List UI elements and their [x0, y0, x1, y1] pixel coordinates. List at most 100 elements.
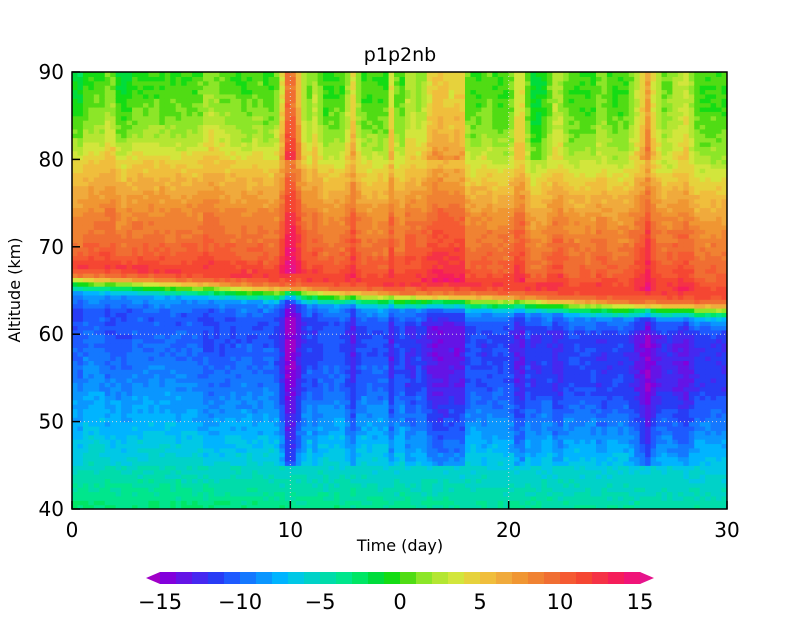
heatmap-cell	[164, 351, 171, 357]
heatmap-cell	[246, 351, 253, 357]
heatmap-cell	[115, 163, 122, 169]
heatmap-cell	[132, 391, 139, 396]
heatmap-cell	[284, 487, 291, 493]
heatmap-cell	[334, 329, 341, 335]
heatmap-cell	[164, 500, 171, 506]
heatmap-cell	[235, 155, 242, 160]
heatmap-cell	[208, 207, 215, 213]
heatmap-cell	[213, 347, 220, 353]
heatmap-cell	[241, 89, 248, 95]
heatmap-cell	[88, 334, 95, 340]
heatmap-cell	[252, 216, 259, 222]
heatmap-cell	[339, 281, 346, 287]
heatmap-cell	[93, 399, 100, 405]
heatmap-cell	[284, 500, 291, 506]
heatmap-cell	[290, 351, 297, 357]
heatmap-cell	[153, 273, 160, 278]
heatmap-cell	[137, 404, 144, 410]
heatmap-cell	[323, 255, 330, 261]
heatmap-cell	[126, 408, 133, 414]
heatmap-cell	[164, 334, 171, 340]
heatmap-cell	[323, 460, 330, 466]
heatmap-cell	[301, 120, 308, 126]
heatmap-cell	[257, 356, 264, 362]
heatmap-cell	[110, 264, 117, 270]
heatmap-cell	[279, 382, 286, 388]
heatmap-cell	[142, 404, 150, 410]
heatmap-cell	[301, 369, 308, 375]
heatmap-cell	[306, 307, 313, 313]
heatmap-cell	[213, 395, 220, 401]
heatmap-cell	[203, 273, 210, 278]
heatmap-cell	[153, 220, 160, 226]
heatmap-cell	[246, 338, 253, 344]
heatmap-cell	[323, 259, 330, 265]
heatmap-cell	[82, 443, 89, 449]
heatmap-cell	[137, 277, 144, 283]
heatmap-cell	[328, 487, 335, 493]
heatmap-cell	[246, 168, 253, 174]
heatmap-cell	[99, 133, 106, 139]
heatmap-cell	[192, 137, 199, 143]
heatmap-cell	[328, 408, 335, 414]
heatmap-cell	[115, 146, 122, 152]
heatmap-cell	[339, 325, 346, 331]
heatmap-cell	[339, 491, 346, 497]
heatmap-cell	[82, 268, 89, 274]
heatmap-cell	[175, 417, 182, 423]
heatmap-cell	[295, 303, 302, 309]
heatmap-cell	[77, 216, 84, 222]
heatmap-cell	[323, 185, 330, 191]
heatmap-cell	[159, 146, 166, 152]
heatmap-cell	[175, 137, 182, 143]
heatmap-cell	[197, 334, 204, 340]
heatmap-cell	[153, 155, 160, 160]
heatmap-cell	[257, 150, 264, 156]
heatmap-cell	[208, 439, 215, 445]
heatmap-cell	[273, 286, 281, 292]
heatmap-cell	[93, 334, 100, 340]
heatmap-cell	[110, 224, 117, 230]
heatmap-cell	[295, 216, 302, 222]
heatmap-cell	[279, 491, 286, 497]
heatmap-cell	[82, 255, 89, 261]
heatmap-cell	[110, 395, 117, 401]
heatmap-cell	[235, 469, 242, 475]
heatmap-cell	[148, 434, 155, 440]
heatmap-cell	[295, 425, 302, 431]
heatmap-cell	[268, 233, 275, 239]
heatmap-cell	[295, 460, 302, 466]
heatmap-cell	[153, 255, 160, 261]
heatmap-cell	[224, 364, 231, 370]
heatmap-cell	[121, 465, 128, 471]
heatmap-cell	[241, 347, 248, 353]
heatmap-cell	[203, 334, 210, 340]
heatmap-cell	[110, 377, 117, 383]
heatmap-cell	[252, 421, 259, 427]
heatmap-cell	[235, 185, 242, 191]
heatmap-cell	[181, 469, 188, 475]
heatmap-cell	[88, 106, 95, 112]
heatmap-cell	[192, 259, 199, 265]
heatmap-cell	[137, 290, 144, 296]
heatmap-cell	[213, 150, 220, 156]
heatmap-cell	[284, 321, 291, 327]
heatmap-cell	[312, 434, 319, 440]
heatmap-cell	[252, 128, 259, 134]
heatmap-cell	[273, 264, 281, 270]
heatmap-cell	[175, 404, 182, 410]
heatmap-cell	[137, 163, 144, 169]
heatmap-cell	[312, 303, 319, 309]
heatmap-cell	[104, 281, 111, 287]
heatmap-cell	[170, 238, 177, 244]
heatmap-cell	[197, 220, 204, 226]
heatmap-cell	[181, 504, 188, 509]
heatmap-cell	[263, 141, 270, 147]
heatmap-cell	[241, 474, 248, 480]
heatmap-cell	[230, 408, 237, 414]
heatmap-cell	[317, 168, 324, 174]
heatmap-cell	[263, 469, 270, 475]
heatmap-cell	[181, 146, 188, 152]
heatmap-cell	[153, 286, 160, 292]
heatmap-cell	[203, 447, 210, 453]
